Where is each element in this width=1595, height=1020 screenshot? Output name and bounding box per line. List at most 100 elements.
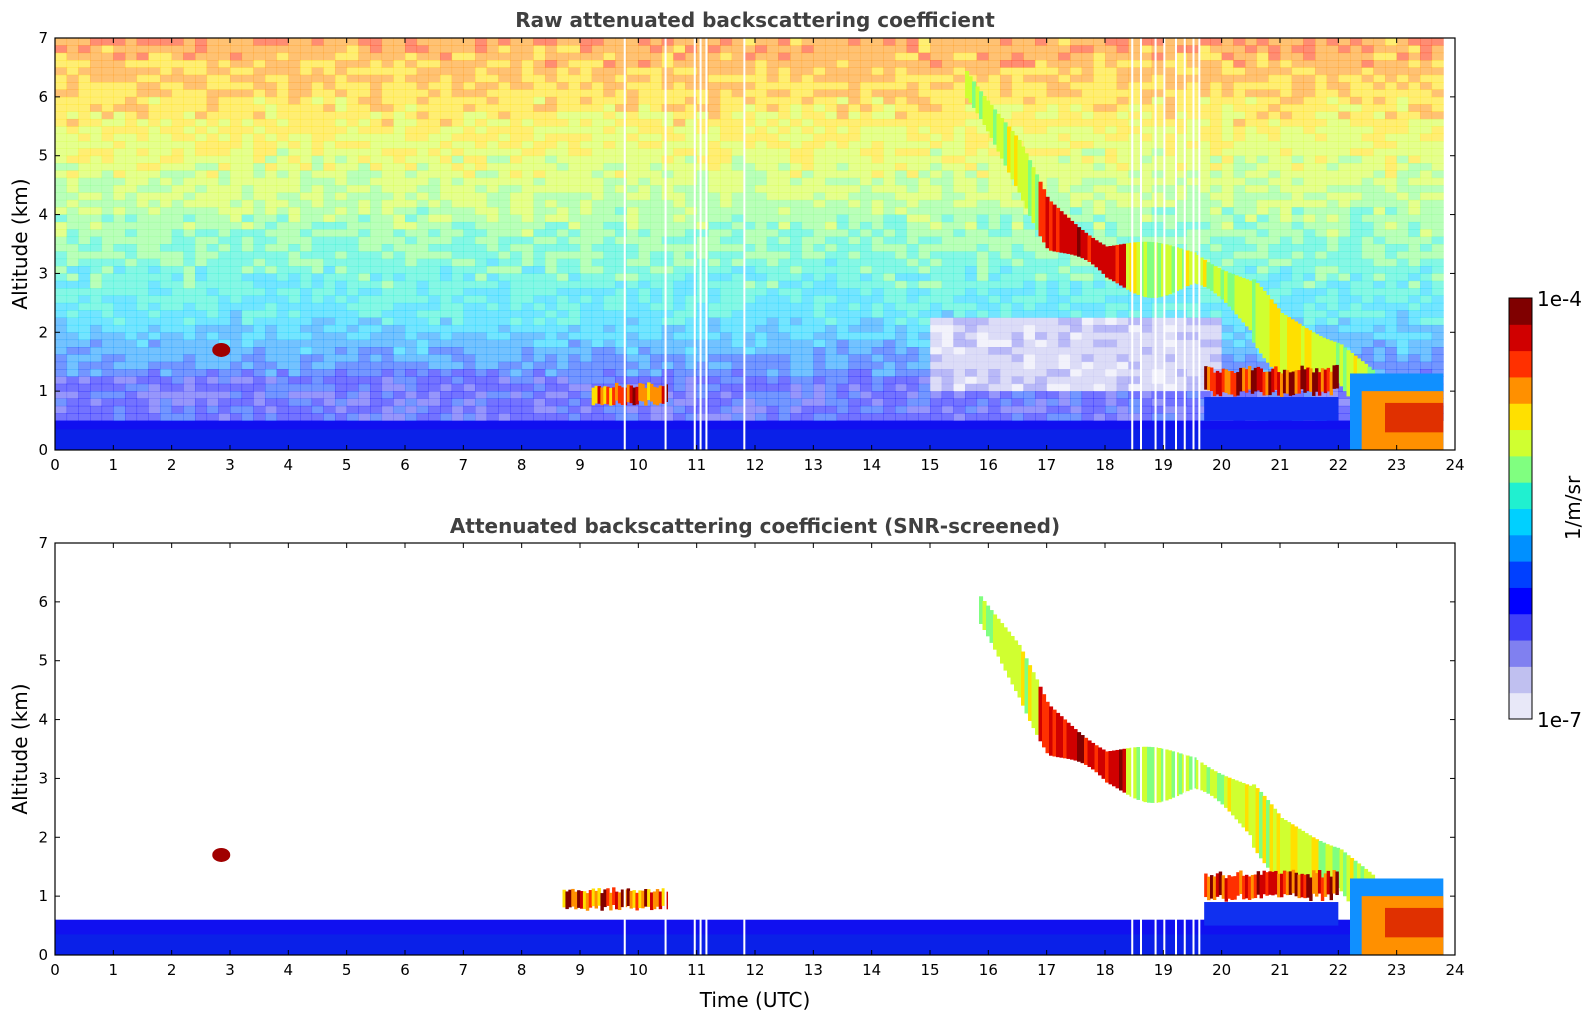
noise-cell (941, 96, 954, 105)
noise-cell (218, 170, 231, 179)
noise-cell (580, 332, 593, 341)
noise-cell (498, 199, 511, 208)
noise-cell (183, 288, 196, 296)
noise-cell (988, 82, 1001, 90)
noise-cell (545, 229, 558, 238)
noise-cell (650, 214, 663, 223)
noise-cell (1221, 89, 1234, 98)
noise-cell (370, 111, 383, 120)
noise-cell (988, 317, 1001, 326)
noise-cell (965, 302, 978, 311)
noise-cell (463, 192, 476, 201)
noise-cell (1361, 266, 1374, 274)
noise-cell (475, 236, 488, 245)
noise-cell (1420, 280, 1433, 289)
noise-cell (1035, 251, 1048, 260)
noise-cell (731, 126, 744, 135)
noise-cell (475, 60, 488, 68)
noise-cell (930, 332, 943, 341)
noise-cell (1116, 45, 1129, 54)
noise-cell (568, 126, 581, 135)
noise-cell (1420, 170, 1433, 179)
noise-cell (848, 118, 861, 127)
noise-cell (1396, 273, 1409, 282)
noise-cell (241, 177, 254, 186)
noise-cell (148, 111, 161, 120)
noise-cell (626, 258, 639, 267)
noise-cell (1291, 273, 1304, 282)
noise-cell (556, 67, 569, 76)
noise-cell (580, 207, 593, 215)
noise-cell (55, 45, 68, 54)
noise-cell (265, 104, 278, 112)
noise-cell (1070, 155, 1083, 164)
noise-cell (136, 258, 149, 267)
noise-cell (1070, 148, 1083, 157)
noise-cell (1058, 280, 1071, 289)
noise-cell (136, 141, 149, 149)
noise-cell (1431, 192, 1444, 201)
noise-cell (346, 302, 359, 311)
noise-cell (1128, 111, 1141, 120)
noise-cell (778, 60, 791, 68)
noise-cell (323, 60, 336, 68)
noise-cell (1140, 155, 1153, 164)
noise-cell (136, 207, 149, 215)
noise-cell (696, 192, 709, 201)
noise-cell (1233, 45, 1246, 54)
noise-cell (1128, 96, 1141, 105)
noise-cell (1116, 155, 1129, 164)
noise-cell (510, 266, 523, 274)
noise-cell (860, 67, 873, 76)
noise-cell (626, 126, 639, 135)
noise-cell (720, 221, 733, 230)
noise-cell (288, 89, 301, 98)
noise-cell (883, 141, 896, 149)
noise-cell (405, 207, 418, 215)
noise-cell (720, 104, 733, 112)
noise-cell (626, 96, 639, 105)
noise-cell (1408, 302, 1421, 311)
noise-cell (685, 199, 698, 208)
noise-cell (918, 60, 931, 68)
noise-cell (1256, 280, 1269, 289)
noise-cell (1198, 126, 1211, 135)
noise-cell (1000, 317, 1013, 326)
noise-cell (731, 221, 744, 230)
noise-cell (370, 89, 383, 98)
noise-cell (1326, 67, 1339, 76)
noise-cell (860, 111, 873, 120)
noise-cell (1221, 236, 1234, 245)
noise-cell (1140, 177, 1153, 186)
noise-cell (475, 104, 488, 112)
noise-cell (1210, 258, 1223, 267)
noise-cell (1291, 52, 1304, 61)
noise-cell (416, 45, 429, 54)
noise-cell (346, 60, 359, 68)
noise-cell (1338, 104, 1351, 112)
noise-cell (1175, 192, 1188, 201)
noise-cell (1000, 288, 1013, 296)
noise-cell (731, 38, 744, 46)
noise-cell (370, 339, 383, 348)
noise-cell (101, 118, 114, 127)
noise-cell (673, 148, 686, 157)
noise-cell (696, 45, 709, 54)
noise-cell (778, 82, 791, 90)
noise-cell (580, 67, 593, 76)
noise-cell (1151, 141, 1164, 149)
noise-cell (1396, 221, 1409, 230)
noise-cell (883, 324, 896, 333)
noise-cell (813, 82, 826, 90)
noise-cell (521, 295, 534, 304)
noise-cell (1315, 163, 1328, 171)
noise-cell (1011, 96, 1024, 105)
noise-cell (1233, 74, 1246, 83)
noise-cell (1408, 74, 1421, 83)
noise-cell (825, 148, 838, 157)
noise-cell (300, 126, 313, 135)
noise-cell (1198, 163, 1211, 171)
noise-cell (206, 185, 219, 193)
noise-cell (1011, 214, 1024, 223)
noise-cell (545, 236, 558, 245)
